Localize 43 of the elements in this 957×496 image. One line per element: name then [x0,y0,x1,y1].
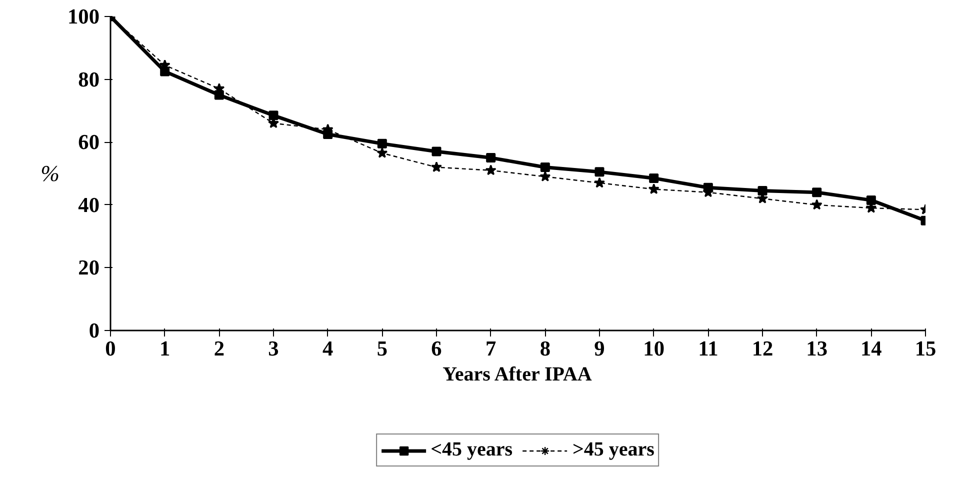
x-tick-label: 9 [594,336,605,360]
x-tick-label: 12 [752,336,774,360]
point [486,153,496,163]
legend-label: <45 years [430,438,512,462]
y-tick-label: 20 [78,256,100,280]
point [648,183,660,194]
x-tick-label: 7 [486,336,496,360]
point [811,199,822,210]
x-tick-label: 5 [376,336,388,360]
point [540,170,551,182]
legend-label: >45 years [572,438,654,462]
x-tick-label: 13 [806,336,828,360]
point [594,177,606,188]
y-tick-label: 60 [78,130,100,154]
x-tick-label: 15 [914,336,936,360]
y-tick-label: 40 [78,192,100,217]
point [594,167,604,177]
x-tick-label: 4 [322,336,334,360]
point [758,186,768,196]
x-tick-label: 1 [160,336,170,360]
y-axis-title: % [40,161,60,186]
x-tick-label: 0 [105,336,116,360]
y-tick-label: 80 [78,67,100,92]
x-tick-label: 14 [860,336,882,360]
point [866,195,876,205]
point [432,146,442,156]
x-tick-label: 2 [214,336,225,360]
point [540,162,550,172]
x-tick-label: 6 [431,336,442,360]
y-tick-label: 0 [88,318,100,342]
x-tick-label: 10 [643,336,664,360]
point [376,147,388,158]
x-tick-label: 8 [540,336,551,360]
x-axis-title: Years After IPAA [442,364,592,386]
point [430,161,442,172]
point [649,173,659,183]
x-tick-label: 3 [268,336,279,360]
point [268,110,278,120]
point [377,138,387,148]
y-tick-label: 100 [68,4,100,28]
point [812,188,822,198]
point [485,164,496,176]
x-tick-label: 11 [698,336,718,360]
